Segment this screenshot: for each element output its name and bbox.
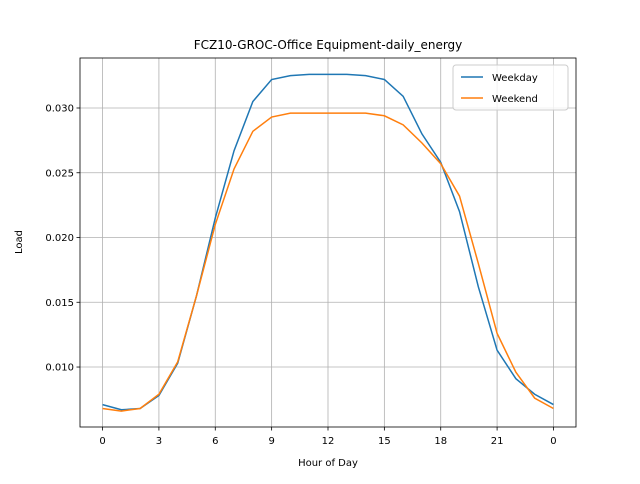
x-tick-label: 6 [212,436,218,447]
y-tick-label: 0.010 [45,363,74,374]
x-axis-label: Hour of Day [298,458,358,469]
y-tick-label: 0.030 [45,103,74,114]
x-tick-label: 18 [434,436,447,447]
line [102,112,554,412]
chart-title: FCZ10-GROC-Office Equipment-daily_energy [194,38,463,52]
legend-label: Weekday [492,73,538,84]
x-tick-label: 12 [322,436,335,447]
x-tick-label: 3 [156,436,162,447]
plot-frame [79,57,577,428]
y-axis-label: Load [14,230,25,254]
x-tick-label: 0 [99,436,105,447]
x-tick-label: 21 [491,436,504,447]
x-tick-label: 15 [378,436,391,447]
legend-label: Weekend [492,94,538,105]
y-tick-label: 0.015 [45,298,74,309]
x-tick-label: 9 [268,436,274,447]
x-tick-label: 0 [550,436,556,447]
y-tick-label: 0.020 [45,233,74,244]
y-tick-label: 0.025 [45,168,74,179]
